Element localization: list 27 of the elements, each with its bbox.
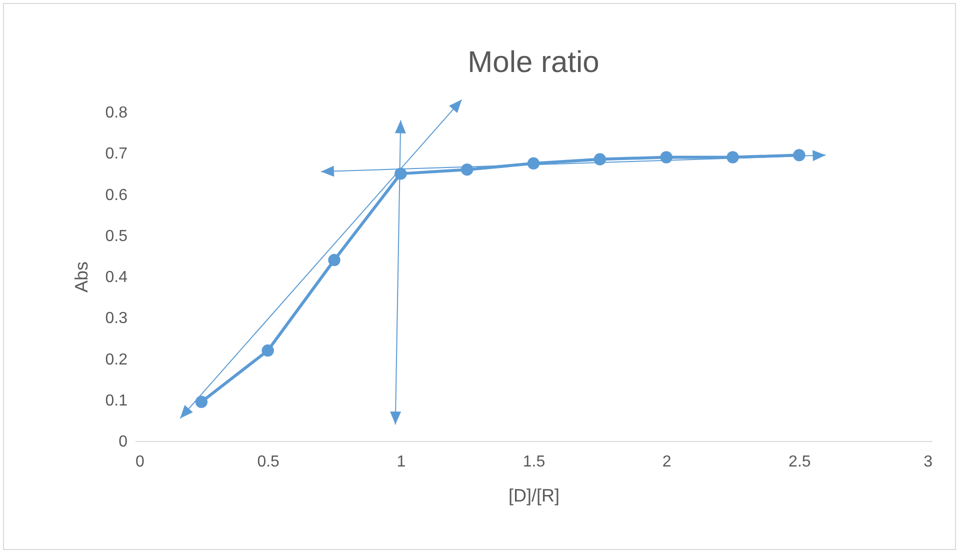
y-tick-label: 0.7 [105,146,128,163]
y-tick-label: 0.8 [105,104,128,122]
chart-title: Mole ratio [468,46,600,79]
y-tick-label: 0.3 [105,310,128,328]
point [460,163,474,176]
y-tick-label: 0.1 [105,392,128,410]
x-tick-label: 1 [396,454,406,470]
point [726,151,739,164]
y-tick-label: 0.2 [105,351,128,368]
x-tick-label: 2.5 [788,454,811,470]
point [660,151,672,164]
y-tick-label: 0 [118,434,128,450]
y-tick-label: 0.4 [105,269,128,286]
y-tick-label: 0.5 [105,228,128,245]
point [328,254,340,266]
x-tick-label: 1.5 [522,454,546,470]
x-tick-label: 3 [924,454,933,470]
point [262,344,274,357]
y-tick-label: 0.6 [105,186,128,204]
point [195,396,208,408]
y-axis-title: Abs [71,261,92,293]
x-tick-label: 0.5 [257,454,280,470]
point [793,149,806,162]
x-tick-label: 2 [662,454,672,470]
x-tick-label: 0 [136,454,144,470]
point [594,153,606,166]
x-axis-title: [D]/[R] [508,486,560,506]
